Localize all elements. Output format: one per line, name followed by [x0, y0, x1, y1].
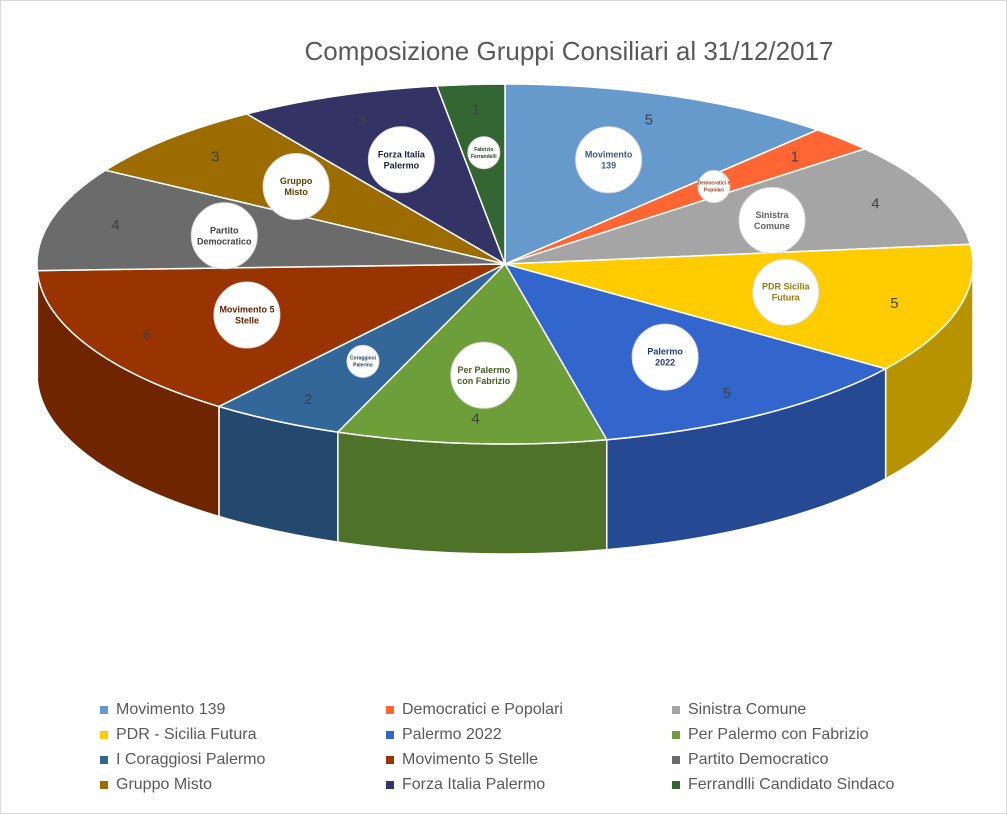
data-label-movimento-139: 5 [645, 111, 653, 128]
legend-item-partito-democratico: Partito Democratico [672, 750, 972, 769]
legend-label: Forza Italia Palermo [402, 775, 546, 793]
slice-pdr-sicilia-futura [504, 243, 974, 370]
legend-label: Democratici e Popolari [402, 700, 563, 718]
svg-text:Per Palermo: Per Palermo [458, 365, 511, 375]
data-label-movimento-5-stelle: 6 [143, 327, 151, 344]
data-label-ferrandlli-candidato-sindaco: 1 [471, 102, 479, 119]
data-label-democratici-e-popolari: 1 [791, 149, 799, 166]
legend-label: PDR - Sicilia Futura [116, 725, 257, 743]
svg-text:con Fabrizio: con Fabrizio [457, 376, 511, 386]
side-per-palermo-con-fabrizio [337, 431, 608, 555]
slice-movimento-139 [504, 83, 820, 266]
legend-label: Per Palermo con Fabrizio [688, 725, 869, 743]
legend-swatch [672, 755, 680, 764]
legend-label: Gruppo Misto [116, 775, 213, 793]
legend-swatch [672, 705, 680, 714]
data-label-per-palermo-con-fabrizio: 4 [471, 410, 479, 427]
svg-text:Futura: Futura [772, 293, 801, 303]
data-label-partito-democratico: 4 [111, 217, 119, 234]
svg-text:Coraggiosi: Coraggiosi [350, 355, 377, 361]
legend-swatch [386, 705, 394, 714]
svg-text:Palermo: Palermo [353, 362, 373, 368]
svg-text:Partito: Partito [210, 225, 239, 235]
legend-item-sinistra-comune: Sinistra Comune [672, 700, 972, 719]
legend-swatch [386, 780, 394, 789]
data-label-pdr-sicilia-futura: 5 [890, 295, 898, 312]
legend-label: Movimento 5 Stelle [402, 750, 539, 768]
legend-swatch [672, 730, 680, 739]
svg-text:Democratici e: Democratici e [697, 181, 730, 187]
svg-text:139: 139 [601, 160, 616, 170]
svg-text:Movimento 5: Movimento 5 [219, 305, 274, 315]
svg-text:Democratico: Democratico [197, 236, 252, 246]
svg-text:Fabrizio: Fabrizio [474, 147, 493, 153]
legend-swatch [386, 730, 394, 739]
svg-text:2022: 2022 [655, 358, 675, 368]
svg-text:PDR Sicilia: PDR Sicilia [762, 282, 811, 292]
legend-item-movimento-5-stelle: Movimento 5 Stelle [386, 750, 672, 769]
svg-text:Movimento: Movimento [585, 149, 633, 159]
legend-item-ferrandlli-candidato-sindaco: Ferrandlli Candidato Sindaco [672, 775, 972, 794]
data-label-i-coraggiosi-palermo: 2 [304, 391, 312, 408]
legend-item-i-coraggiosi-palermo: I Coraggiosi Palermo [100, 750, 386, 769]
legend-item-forza-italia-palermo: Forza Italia Palermo [386, 775, 672, 794]
chart-title: Composizione Gruppi Consiliari al 31/12/… [304, 36, 834, 66]
legend-label: Movimento 139 [116, 700, 226, 718]
data-label-palermo-2022: 5 [723, 385, 731, 402]
svg-text:Palermo: Palermo [647, 347, 683, 357]
legend-label: I Coraggiosi Palermo [116, 750, 266, 768]
svg-text:Gruppo: Gruppo [280, 176, 313, 186]
legend-swatch [100, 780, 108, 789]
legend-label: Ferrandlli Candidato Sindaco [688, 775, 895, 793]
legend-item-democratici-e-popolari: Democratici e Popolari [386, 700, 672, 719]
svg-text:Ferrandelli: Ferrandelli [471, 154, 497, 160]
legend-item-gruppo-misto: Gruppo Misto [100, 775, 386, 794]
chart-legend: Movimento 139 Democratici e Popolari Sinis… [100, 700, 980, 794]
legend-label: Sinistra Comune [688, 700, 807, 718]
legend-swatch [672, 780, 680, 789]
svg-text:Misto: Misto [284, 187, 308, 197]
data-label-gruppo-misto: 3 [211, 149, 219, 166]
svg-text:Forza Italia: Forza Italia [378, 149, 426, 159]
slice-sinistra-comune [504, 148, 972, 265]
legend-swatch [100, 755, 108, 764]
slice-ferrandlli-candidato-sindaco [435, 83, 506, 265]
legend-swatch [386, 755, 394, 764]
legend-item-movimento-139: Movimento 139 [100, 700, 386, 719]
svg-text:Popolari: Popolari [704, 188, 725, 194]
svg-text:Comune: Comune [754, 221, 790, 231]
legend-swatch [100, 705, 108, 714]
legend-item-pdr-sicilia-futura: PDR - Sicilia Futura [100, 725, 386, 744]
data-label-forza-italia-palermo: 3 [357, 111, 365, 128]
legend-swatch [100, 730, 108, 739]
legend-label: Partito Democratico [688, 750, 829, 768]
svg-text:Palermo: Palermo [384, 160, 420, 170]
data-label-sinistra-comune: 4 [871, 195, 879, 212]
svg-text:Stelle: Stelle [235, 316, 259, 326]
slice-partito-democratico [36, 169, 506, 272]
legend-label: Palermo 2022 [402, 725, 502, 743]
legend-item-per-palermo-con-fabrizio: Per Palermo con Fabrizio [672, 725, 972, 744]
legend-item-palermo-2022: Palermo 2022 [386, 725, 672, 744]
svg-text:Sinistra: Sinistra [756, 210, 790, 220]
